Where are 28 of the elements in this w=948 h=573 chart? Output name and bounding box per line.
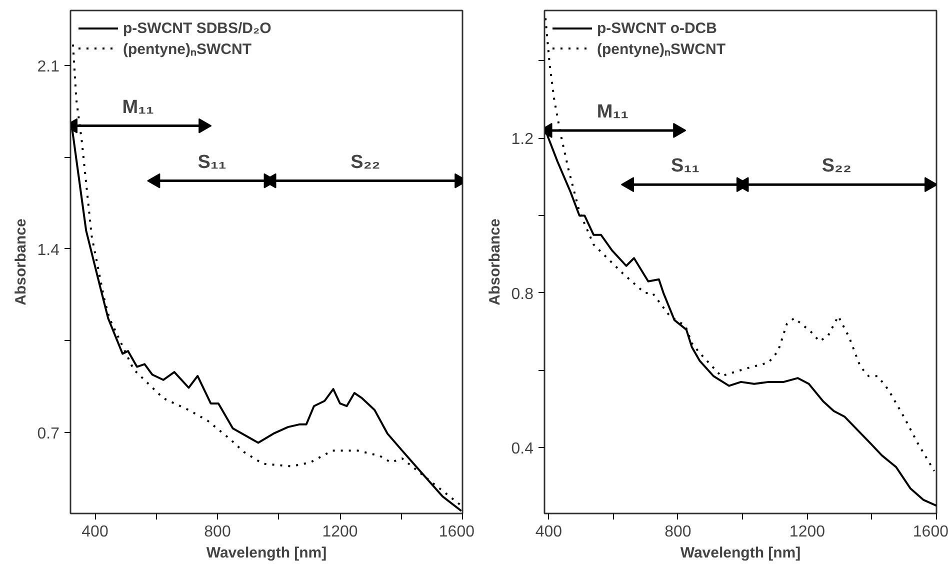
x-tick-label: 1200 [789, 524, 826, 540]
y-axis-title: Absorbance [12, 218, 30, 306]
x-tick-label: 800 [664, 524, 692, 540]
annotation: S₁₁ [671, 156, 700, 177]
x-tick-label: 1200 [322, 524, 358, 540]
x-axis-title: Wavelength [nm] [206, 544, 327, 562]
x-tick-label: 400 [82, 524, 108, 540]
y-tick-label: 0.7 [37, 425, 60, 442]
legend-label: (pentyne)ₙSWCNT [597, 40, 726, 58]
y-tick-label: 0.8 [511, 286, 534, 303]
y-tick-label: 1.4 [37, 242, 60, 259]
x-tick-label: 1600 [438, 524, 475, 540]
y-tick-label: 2.1 [37, 58, 60, 76]
x-tick-label: 400 [535, 524, 562, 540]
legend-label: p-SWCNT SDBS/D₂O [123, 20, 272, 36]
annotation: M₁₁ [596, 101, 629, 122]
x-tick-label: 800 [204, 524, 231, 540]
x-axis-title: Wavelength [nm] [680, 544, 801, 562]
annotation: S₁₁ [198, 152, 226, 173]
y-tick-label: 0.4 [511, 440, 534, 458]
y-axis-title: Absorbance [486, 218, 504, 306]
annotation: S₂₂ [350, 152, 380, 173]
x-tick-label: 1600 [912, 524, 948, 540]
legend-label: p-SWCNT o-DCB [597, 20, 717, 36]
annotation: M₁₁ [122, 96, 154, 118]
legend-label: (pentyne)ₙSWCNT [123, 40, 252, 58]
y-tick-label: 1.2 [511, 131, 534, 148]
annotation: S₂₂ [822, 156, 852, 177]
